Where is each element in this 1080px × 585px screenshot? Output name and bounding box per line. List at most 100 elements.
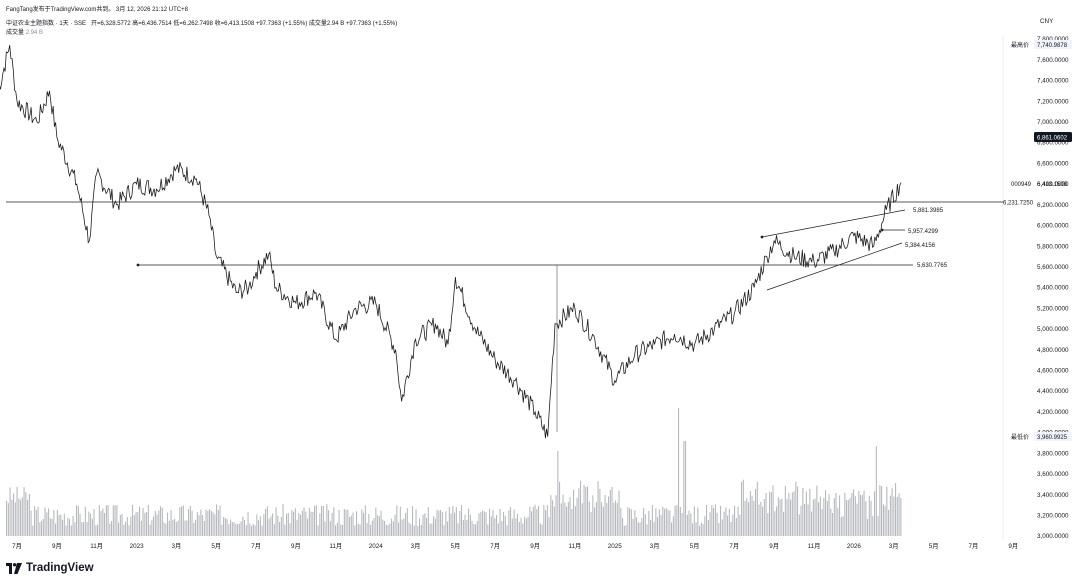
volume-bar xyxy=(772,485,774,536)
volume-bar xyxy=(695,522,697,536)
channel-bottom-line[interactable] xyxy=(766,242,903,291)
price-tick-15: 6,000.0000 xyxy=(1037,223,1069,230)
volume-bar xyxy=(401,519,403,536)
time-tick-22: 3月 xyxy=(889,542,899,550)
volume-bar xyxy=(648,510,650,536)
resistance-label: 6,231.7250 xyxy=(1003,201,1034,207)
time-tick-2: 11月 xyxy=(90,542,103,550)
volume-bar xyxy=(368,513,370,536)
volume-bar xyxy=(641,518,643,536)
volume-bar xyxy=(226,519,228,536)
volume-bar xyxy=(637,522,639,536)
volume-bar xyxy=(576,497,578,536)
volume-bar xyxy=(720,505,722,536)
volume-bar xyxy=(333,507,335,536)
volume-bar xyxy=(105,505,107,536)
highest-value-box xyxy=(1034,40,1072,49)
channel-top-handle[interactable] xyxy=(760,235,764,239)
volume-bar xyxy=(503,512,505,536)
volume-bar xyxy=(41,520,43,536)
volume-bar xyxy=(629,508,631,536)
volume-bar xyxy=(622,518,624,536)
volume-bar xyxy=(599,489,601,536)
volume-bar xyxy=(228,524,230,536)
volume-bar xyxy=(266,506,268,536)
volume-bar xyxy=(438,510,440,536)
volume-bar xyxy=(581,503,583,536)
volume-bar xyxy=(293,511,295,536)
volume-bar xyxy=(240,521,242,536)
time-tick-24: 7月 xyxy=(968,542,978,550)
volume-bar xyxy=(300,514,302,536)
volume-bar xyxy=(527,517,529,536)
volume-bar xyxy=(679,507,681,536)
volume-bar xyxy=(688,510,690,536)
volume-bar xyxy=(658,509,660,536)
volume-bar xyxy=(97,524,99,536)
volume-bar xyxy=(699,525,701,536)
volume-bar xyxy=(319,513,321,536)
volume-bar xyxy=(567,501,569,536)
volume-bar xyxy=(480,511,482,536)
volume-bar xyxy=(14,502,16,536)
volume-bar xyxy=(774,511,776,536)
volume-bar xyxy=(287,513,289,536)
volume-bar xyxy=(681,513,683,536)
time-axis[interactable]: 7月 9月 11月 2023 3月 5月 7月 9月 11月 2024 3月 5月 7月 9月 11月 202… xyxy=(12,542,1018,550)
volume-bar xyxy=(121,514,123,536)
volume-bar xyxy=(291,510,293,536)
volume-bar xyxy=(499,509,501,536)
volume-bar xyxy=(541,524,543,536)
price-axis[interactable]: 3,000.0000 3,200.0000 3,400.0000 3,600.0000… xyxy=(1037,36,1069,540)
volume-bar xyxy=(53,510,55,536)
volume-bar xyxy=(594,507,596,536)
channel-top-line[interactable] xyxy=(761,209,906,238)
volume-bar xyxy=(119,515,121,536)
time-tick-14: 11月 xyxy=(568,542,581,550)
volume-bar xyxy=(389,523,391,536)
tradingview-footer[interactable]: TradingView xyxy=(6,562,94,574)
lowest-value-box xyxy=(1034,432,1072,441)
volume-bar xyxy=(735,518,737,536)
volume-bar xyxy=(436,509,438,536)
volume-bar xyxy=(175,522,177,536)
volume-bar xyxy=(242,516,244,536)
volume-bar xyxy=(868,495,870,536)
volume-bar xyxy=(783,511,785,536)
volume-bar xyxy=(415,509,417,536)
volume-bar xyxy=(475,524,477,536)
volume-bar xyxy=(846,500,848,536)
price-tick-6: 4,200.0000 xyxy=(1037,409,1069,416)
volume-bar xyxy=(758,504,760,536)
volume-bar xyxy=(6,500,8,536)
volume-bar xyxy=(518,521,520,536)
volume-bar xyxy=(818,502,820,536)
volume-bar xyxy=(753,500,755,536)
symbol-name[interactable]: 中证农业主题指数 · 1天 · SSE xyxy=(6,21,87,27)
volume-bar xyxy=(377,515,379,536)
volume-bar xyxy=(669,510,671,536)
volume-label[interactable]: 成交量 xyxy=(6,30,25,36)
volume-bar xyxy=(492,509,494,536)
volume-bar xyxy=(273,524,275,536)
time-tick-1: 9月 xyxy=(52,542,62,550)
volume-bar xyxy=(881,486,883,536)
volume-bar xyxy=(86,522,88,536)
volume-bar xyxy=(543,505,545,536)
volume-bar xyxy=(357,523,359,536)
channel-mid-handle[interactable] xyxy=(880,228,884,232)
volume-bar xyxy=(55,523,57,536)
support-hline-handle[interactable] xyxy=(136,263,140,267)
time-tick-5: 5月 xyxy=(211,542,221,550)
volume-bar xyxy=(172,520,174,536)
currency-label: CNY xyxy=(1040,18,1054,25)
volume-bar xyxy=(370,524,372,536)
volume-bar xyxy=(191,510,193,536)
price-tick-10: 5,000.0000 xyxy=(1037,326,1069,333)
volume-bar xyxy=(709,512,711,536)
volume-bar xyxy=(116,505,118,536)
volume-bar xyxy=(828,494,830,536)
volume-bar xyxy=(384,521,386,536)
volume-bar xyxy=(445,511,447,536)
